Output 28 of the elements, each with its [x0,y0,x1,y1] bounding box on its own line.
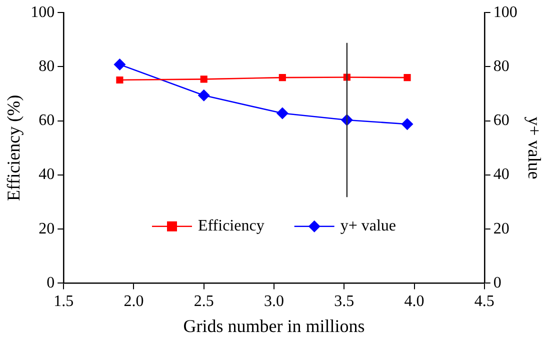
point [114,58,126,71]
x-tick-label: 2.0 [124,293,144,310]
y-tick-label: 60 [38,112,55,130]
y2-tick-label: 60 [493,112,510,130]
y-tick-label: 80 [38,58,55,75]
x-tick-label: 1.5 [54,293,74,310]
point [276,107,288,120]
x-tick-label: 3.0 [264,293,284,310]
y-axis-title: Efficiency (%) [4,94,24,201]
y-tick-label: 40 [38,166,55,184]
y2-tick-label: 0 [493,274,502,292]
x-tick-label: 4.5 [474,293,494,310]
y2-tick-label: 20 [493,220,510,238]
point [198,89,210,102]
y2-axis-title: y+ value [524,116,544,180]
point [401,118,414,130]
y2-tick-label: 100 [493,4,518,21]
x-tick-label: 2.5 [194,293,214,310]
y-tick-label: 20 [38,220,55,238]
y-tick-label: 0 [46,274,55,292]
x-tick-label: 4.0 [404,293,424,310]
x-axis-title: Grids number in millions [183,316,365,336]
y-tick-label: 100 [30,4,55,21]
y2-tick-label: 40 [493,166,510,184]
legend-label: y+ value [340,218,396,235]
y2-tick-label: 80 [493,58,510,75]
x-tick-label: 3.5 [334,293,354,310]
legend-label: Efficiency [198,218,264,235]
